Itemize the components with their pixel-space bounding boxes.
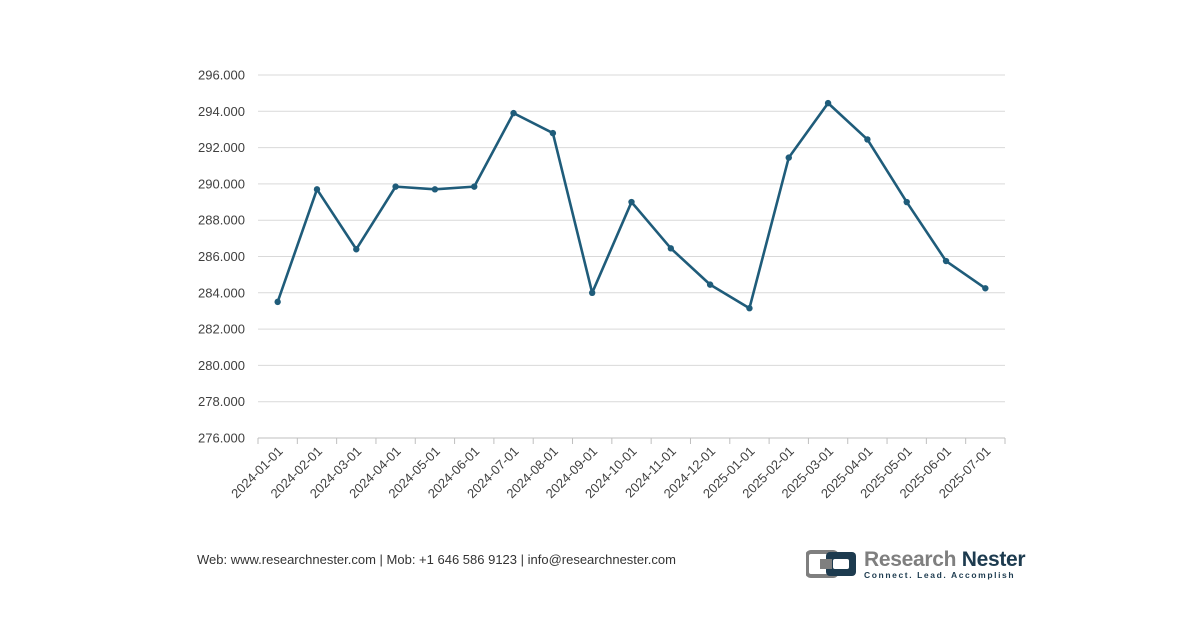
y-tick-label: 290.000: [198, 176, 245, 191]
data-point: [313, 186, 321, 193]
data-point: [785, 154, 792, 161]
line-chart: 276.000 278.000 280.000 282.000 284.000 286.0…: [198, 68, 1006, 502]
y-tick-label: 278.000: [198, 394, 245, 409]
data-point: [431, 186, 439, 193]
y-tick-label: 284.000: [198, 285, 245, 300]
series-line-path: [276, 101, 987, 310]
gridlines: [258, 74, 1005, 439]
brand-name-part1: Research: [864, 548, 957, 571]
data-point: [982, 285, 989, 292]
data-point: [549, 129, 557, 137]
data-point: [824, 99, 832, 107]
data-point: [471, 183, 478, 190]
brand-name: Research Nester: [864, 548, 1026, 572]
data-point: [353, 246, 360, 253]
brand-tagline: Connect. Lead. Accomplish: [864, 570, 1016, 580]
x-axis-tick-labels: 2024-01-012024-02-012024-03-012024-04-01…: [228, 444, 993, 502]
data-point: [510, 109, 517, 117]
data-point: [746, 305, 753, 312]
series-line: [274, 99, 989, 312]
brand-name-part2: Nester: [961, 548, 1026, 571]
y-tick-label: 294.000: [198, 104, 245, 119]
data-point: [392, 183, 399, 190]
y-tick-label: 276.000: [198, 431, 245, 446]
y-tick-label: 296.000: [198, 68, 245, 83]
data-point: [864, 136, 871, 143]
x-axis: [257, 438, 1006, 444]
y-axis-tick-labels: 276.000 278.000 280.000 282.000 284.000 286.0…: [198, 68, 245, 446]
y-tick-label: 292.000: [198, 140, 245, 155]
data-point: [274, 298, 281, 306]
y-tick-label: 288.000: [198, 213, 245, 228]
research-nester-logo-icon: [806, 550, 856, 578]
brand: Research Nester Connect. Lead. Accomplis…: [806, 548, 1026, 582]
data-point: [942, 257, 950, 265]
data-point: [628, 198, 635, 206]
footer-contact-info: Web: www.researchnester.com | Mob: +1 64…: [197, 552, 676, 567]
y-tick-label: 286.000: [198, 249, 245, 264]
y-tick-label: 282.000: [198, 322, 245, 337]
data-point: [706, 281, 714, 288]
data-point: [667, 245, 675, 252]
y-tick-label: 280.000: [198, 358, 245, 373]
data-point: [903, 198, 910, 206]
data-point: [588, 289, 596, 296]
